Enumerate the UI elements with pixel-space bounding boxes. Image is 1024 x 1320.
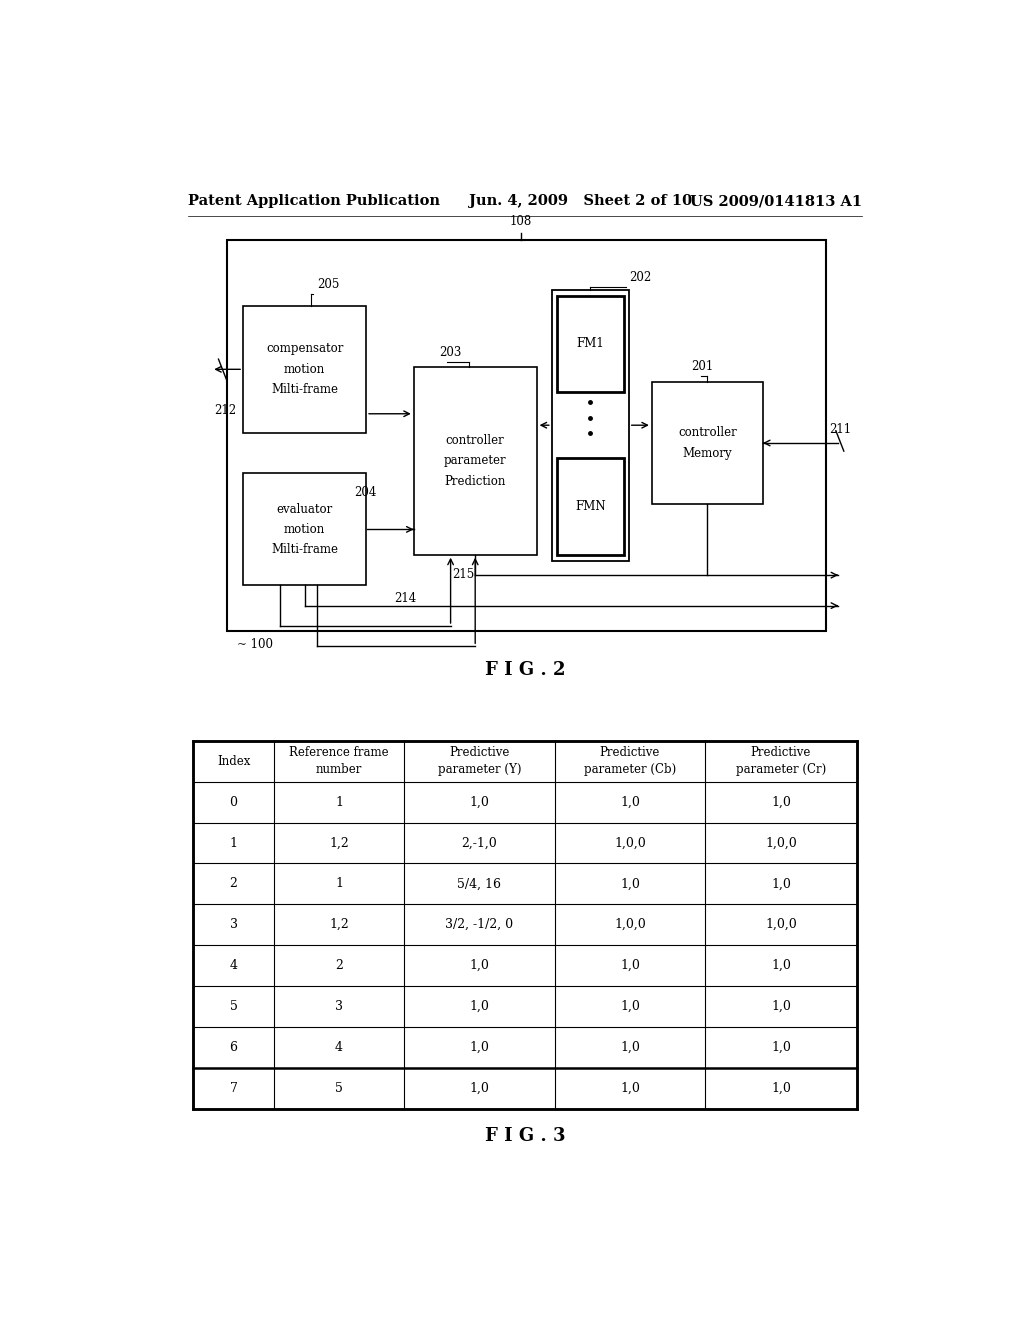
Text: 4: 4 (335, 1041, 343, 1053)
Bar (414, 367, 537, 554)
Text: F I G . 2: F I G . 2 (484, 660, 565, 678)
Text: 2: 2 (335, 960, 343, 972)
Text: 1,0: 1,0 (771, 1082, 791, 1094)
Text: 1,0: 1,0 (469, 1082, 489, 1094)
Text: compensator: compensator (266, 342, 343, 355)
Text: 1,0,0: 1,0,0 (614, 919, 646, 932)
Text: 211: 211 (829, 422, 852, 436)
Bar (557, 458, 624, 554)
Text: FMN: FMN (574, 500, 605, 513)
Text: Predictive
parameter (Y): Predictive parameter (Y) (437, 746, 521, 776)
Text: 5: 5 (335, 1082, 343, 1094)
Text: Prediction: Prediction (444, 475, 506, 487)
Text: 1,0: 1,0 (771, 878, 791, 891)
Text: 1,2: 1,2 (329, 837, 349, 850)
Text: 5/4, 16: 5/4, 16 (458, 878, 502, 891)
Text: 1,0: 1,0 (620, 1082, 640, 1094)
Text: Index: Index (217, 755, 250, 768)
Text: FM1: FM1 (577, 338, 604, 350)
Text: evaluator: evaluator (276, 503, 333, 516)
Text: 1,0: 1,0 (620, 1001, 640, 1012)
Text: controller: controller (678, 426, 736, 440)
Text: 1,0: 1,0 (771, 960, 791, 972)
Text: 3: 3 (335, 1001, 343, 1012)
Bar (227, 240, 826, 631)
Text: 1,0,0: 1,0,0 (614, 837, 646, 850)
Text: Predictive
parameter (Cr): Predictive parameter (Cr) (736, 746, 826, 776)
Bar (557, 296, 624, 392)
Text: 1: 1 (229, 837, 238, 850)
Text: 1,0: 1,0 (620, 1041, 640, 1053)
Text: 1,2: 1,2 (329, 919, 349, 932)
Bar (552, 289, 629, 561)
Text: 214: 214 (394, 593, 416, 606)
Text: 1: 1 (335, 878, 343, 891)
Text: 1,0: 1,0 (771, 1001, 791, 1012)
Text: 2: 2 (229, 878, 238, 891)
Text: 1,0: 1,0 (469, 1001, 489, 1012)
Text: 6: 6 (229, 1041, 238, 1053)
Text: 1,0: 1,0 (620, 796, 640, 809)
Text: 205: 205 (316, 277, 339, 290)
Text: 3: 3 (229, 919, 238, 932)
Text: 1,0: 1,0 (469, 960, 489, 972)
Bar (194, 741, 856, 1109)
Text: 0: 0 (229, 796, 238, 809)
Text: 1,0: 1,0 (771, 796, 791, 809)
Bar (652, 381, 763, 504)
Text: 5: 5 (229, 1001, 238, 1012)
Text: 212: 212 (214, 404, 236, 417)
Text: 203: 203 (439, 346, 462, 359)
Text: F I G . 3: F I G . 3 (484, 1127, 565, 1146)
Text: Milti-frame: Milti-frame (271, 544, 338, 556)
Text: 1,0: 1,0 (469, 1041, 489, 1053)
Text: 1,0: 1,0 (771, 1041, 791, 1053)
Text: Patent Application Publication: Patent Application Publication (187, 194, 439, 209)
Text: 1: 1 (335, 796, 343, 809)
Text: Milti-frame: Milti-frame (271, 383, 338, 396)
Text: Jun. 4, 2009   Sheet 2 of 10: Jun. 4, 2009 Sheet 2 of 10 (469, 194, 692, 209)
Text: 201: 201 (691, 360, 714, 372)
Text: motion: motion (284, 523, 326, 536)
Text: 1,0,0: 1,0,0 (765, 837, 797, 850)
Text: 1,0: 1,0 (620, 960, 640, 972)
Text: Predictive
parameter (Cb): Predictive parameter (Cb) (584, 746, 676, 776)
Text: Memory: Memory (683, 446, 732, 459)
Text: 1,0: 1,0 (620, 878, 640, 891)
Text: 2,-1,0: 2,-1,0 (462, 837, 498, 850)
Text: 1,0: 1,0 (469, 796, 489, 809)
Text: motion: motion (284, 363, 326, 376)
Text: parameter: parameter (443, 454, 507, 467)
Bar (243, 474, 367, 585)
Text: Reference frame
number: Reference frame number (289, 746, 389, 776)
Text: US 2009/0141813 A1: US 2009/0141813 A1 (690, 194, 862, 209)
Text: 4: 4 (229, 960, 238, 972)
Text: 3/2, -1/2, 0: 3/2, -1/2, 0 (445, 919, 513, 932)
Text: 7: 7 (229, 1082, 238, 1094)
Text: ~ 100: ~ 100 (237, 638, 272, 651)
Text: 108: 108 (510, 215, 531, 227)
Bar (243, 306, 367, 433)
Text: 1,0,0: 1,0,0 (765, 919, 797, 932)
Text: 215: 215 (452, 568, 474, 581)
Text: 202: 202 (630, 272, 652, 284)
Text: 204: 204 (354, 486, 377, 499)
Text: controller: controller (445, 434, 505, 447)
